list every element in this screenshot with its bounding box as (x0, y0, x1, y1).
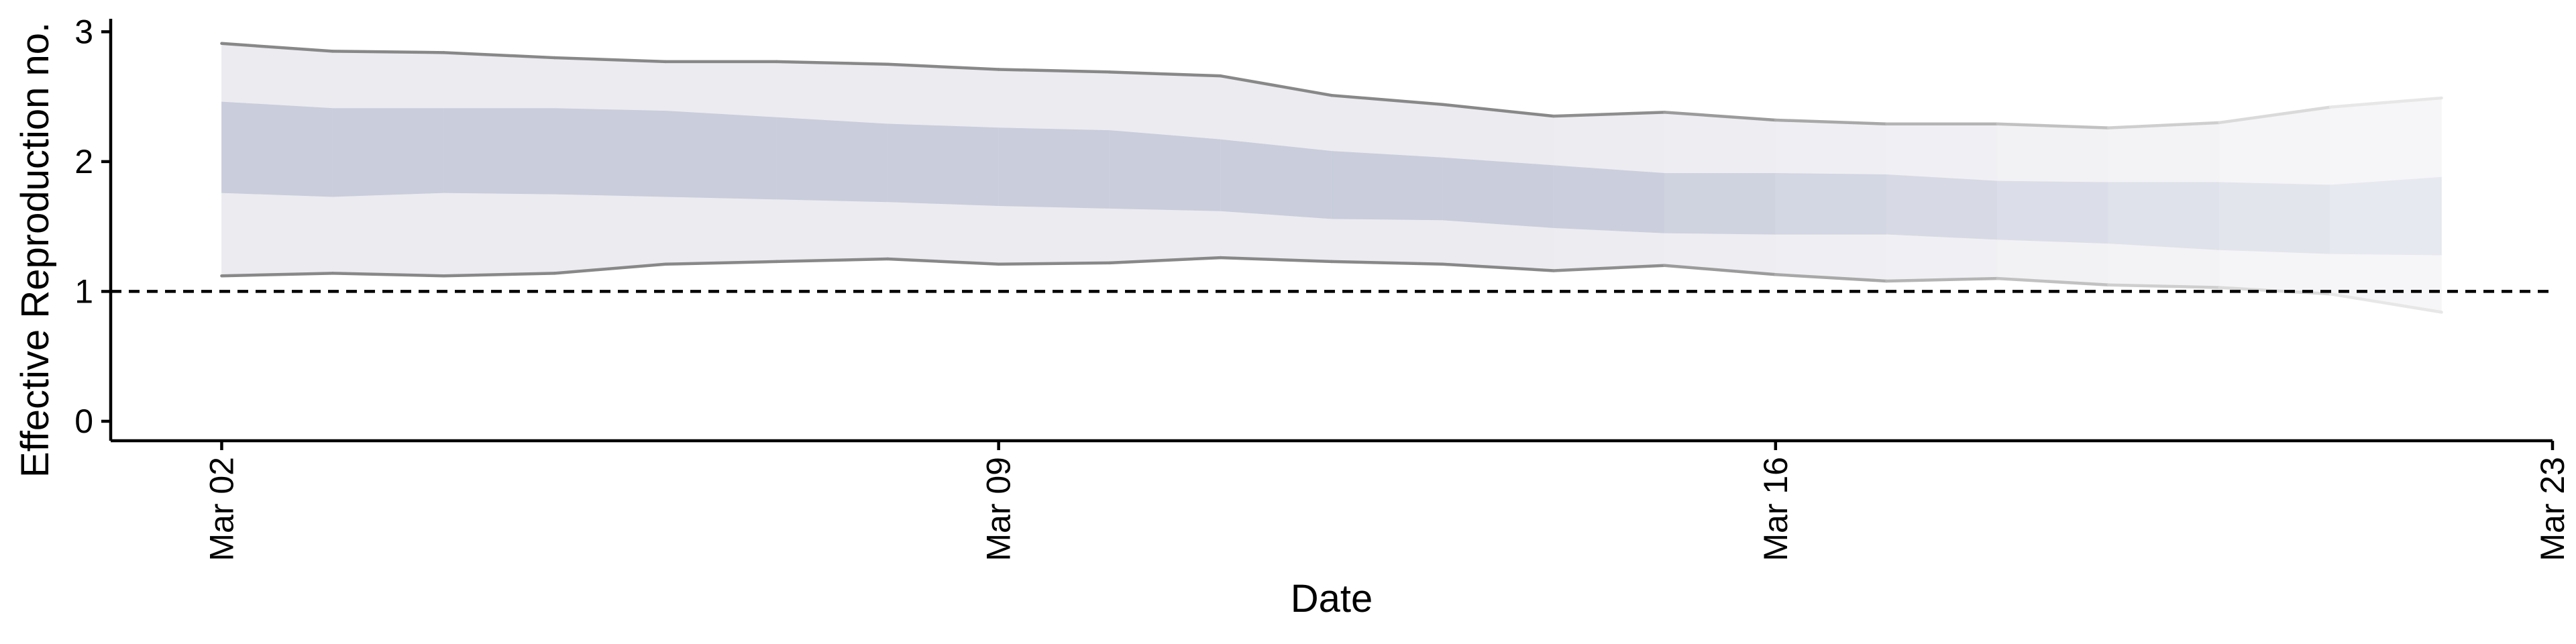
inner-band-segment (1886, 174, 1998, 240)
upper-ci-line-segment (1996, 122, 2110, 129)
lower-ci-line-segment (1219, 256, 1334, 264)
x-tick-label: Mar 23 (2534, 457, 2571, 561)
x-axis-title: Date (1291, 577, 1373, 621)
upper-ci-line-segment (2328, 96, 2443, 109)
y-tick-label: 3 (74, 13, 93, 50)
inner-band-segment (1775, 173, 1887, 235)
lower-ci-line-segment (664, 260, 778, 266)
upper-ci-line-segment (1774, 118, 1888, 126)
inner-band-segment (1109, 130, 1221, 211)
x-tick-label: Mar 02 (203, 457, 240, 561)
inner-band-segment (221, 101, 333, 197)
inner-band-segment (887, 123, 999, 207)
axes: 0 1 2 3 Mar 02 Mar 09 Mar 16 Mar 23 (74, 13, 2571, 561)
inner-band-segment (665, 111, 777, 200)
inner-band-segment (998, 127, 1110, 209)
inner-band-segment (2330, 176, 2442, 256)
upper-ci-line-segment (1330, 93, 1444, 106)
y-tick-label: 2 (74, 143, 93, 180)
lower-ci-line-segment (1441, 262, 1556, 272)
lower-ci-line-segment (1885, 276, 1999, 283)
upper-ci-line-segment (885, 62, 1000, 71)
upper-ci-line-segment (331, 50, 445, 54)
lower-ci-line-segment (553, 262, 667, 275)
upper-ci-line-segment (1552, 111, 1666, 118)
upper-ci-line-segment (997, 68, 1112, 74)
lower-ci-line-segment (997, 261, 1112, 266)
upper-ci-line-segment (1219, 74, 1334, 97)
lower-ci-line-segment (442, 272, 557, 278)
lower-ci-line-segment (1108, 256, 1222, 265)
lower-ci-line-segment (1330, 260, 1444, 266)
upper-ci-line-segment (1441, 103, 1556, 118)
lower-ci-line-segment (775, 257, 890, 264)
lower-ci-line-segment (220, 272, 335, 278)
inner-band-segment (2108, 182, 2220, 250)
upper-ci-line-segment (1108, 70, 1222, 78)
upper-ci-line-segment (553, 56, 667, 64)
inner-band-segment (332, 108, 444, 197)
inner-band-segment (554, 108, 666, 197)
y-tick-label: 0 (74, 402, 93, 440)
lower-ci-line-segment (2106, 283, 2221, 289)
lower-ci-line-segment (1552, 264, 1666, 272)
y-tick-label: 1 (74, 272, 93, 310)
inner-band-segment (1997, 180, 2109, 244)
lower-ci-line-segment (2328, 292, 2443, 314)
upper-ci-line-segment (220, 42, 335, 53)
x-tick-label: Mar 09 (980, 457, 1018, 561)
upper-ci-line-segment (442, 51, 557, 60)
inner-band-segment (1331, 151, 1443, 221)
inner-band-segment (1220, 139, 1332, 219)
lower-ci-line-segment (1996, 276, 2110, 287)
ci-line-layer (220, 42, 2443, 314)
upper-ci-line-segment (775, 60, 890, 66)
inner-band-segment (1553, 165, 1665, 233)
y-axis-title: Effective Reproduction no. (13, 22, 57, 478)
inner-band-segment (1442, 157, 1554, 228)
inner-band-segment (2219, 182, 2331, 254)
upper-ci-line-segment (2218, 105, 2332, 125)
lower-ci-line-segment (331, 272, 445, 278)
inner-band-segment (443, 108, 555, 195)
x-tick-label: Mar 16 (1757, 457, 1794, 561)
upper-ci-line-segment (1663, 111, 1778, 122)
inner-band-segment (1664, 173, 1776, 235)
lower-ci-line-segment (1663, 264, 1778, 276)
ribbon-layer (221, 43, 2442, 313)
inner-band-segment (776, 117, 888, 203)
lower-ci-line-segment (885, 257, 1000, 266)
lower-ci-line-segment (1774, 273, 1888, 283)
upper-ci-line-segment (2106, 121, 2221, 129)
